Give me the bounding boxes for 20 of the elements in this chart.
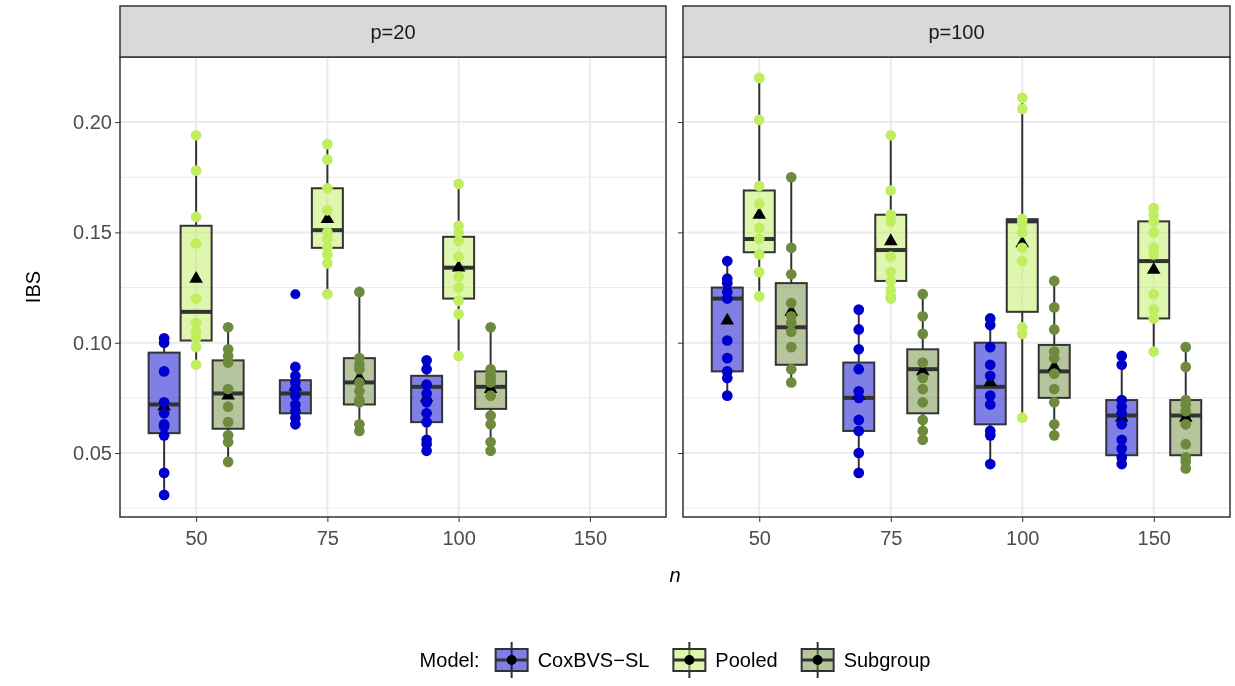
x-tick-label: 75 xyxy=(880,527,903,549)
x-axis-title: n xyxy=(669,564,681,586)
x-tick-label: 150 xyxy=(573,527,608,549)
x-tick-label: 75 xyxy=(316,527,339,549)
x-tick-label: 100 xyxy=(1006,527,1040,549)
y-tick-label: 0.05 xyxy=(73,441,112,464)
x-tick-label: 50 xyxy=(185,527,208,549)
legend-title: Model: xyxy=(419,649,480,671)
legend-label: CoxBVS−SL xyxy=(537,649,650,671)
chart-title: p=20 xyxy=(370,20,416,43)
x-tick-label: 150 xyxy=(1137,527,1171,549)
legend-label: Subgroup xyxy=(843,649,931,671)
chart-title: p=100 xyxy=(928,20,985,43)
y-axis-title: IBS xyxy=(22,270,44,304)
y-tick-label: 0.20 xyxy=(73,110,112,133)
x-tick-label: 50 xyxy=(748,527,771,549)
legend-label: Pooled xyxy=(715,649,778,671)
y-tick-label: 0.15 xyxy=(73,221,112,244)
x-tick-label: 100 xyxy=(442,527,476,549)
y-tick-label: 0.10 xyxy=(73,331,112,354)
